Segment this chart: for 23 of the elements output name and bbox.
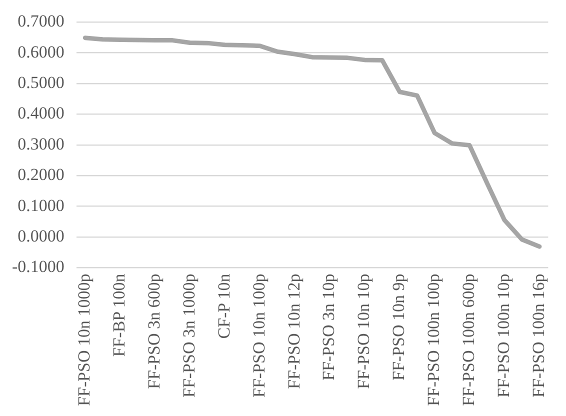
- y-tick-label: 0.5000: [18, 73, 64, 92]
- x-tick-label: FF-PSO 100n 600p: [459, 274, 478, 406]
- x-tick-label: FF-PSO 100n 100p: [424, 274, 444, 406]
- y-tick-label: 0.6000: [18, 42, 64, 62]
- y-tick-label: 0.4000: [18, 104, 64, 123]
- x-tick-label: FF-PSO 10n 10p: [354, 274, 374, 390]
- x-tick-label: CF-P 10n: [214, 273, 234, 339]
- x-tick-label: FF-PSO 10n 9p: [389, 274, 408, 381]
- x-tick-label: FF-BP 100n: [110, 273, 129, 357]
- x-tick-label: FF-PSO 100n 16p: [528, 274, 548, 398]
- x-tick-label: FF-PSO 3n 10p: [319, 274, 338, 381]
- x-tick-label: FF-PSO 100n 10p: [494, 274, 513, 398]
- y-tick-label: 0.1000: [18, 196, 64, 215]
- y-tick-label: 0.0000: [18, 226, 64, 246]
- y-tick-label: -0.1000: [12, 257, 64, 276]
- y-tick-label: 0.7000: [18, 12, 64, 31]
- y-tick-label: 0.3000: [18, 134, 64, 154]
- x-tick-label: FF-PSO 3n 600p: [144, 274, 164, 390]
- x-tick-label: FF-PSO 10n 1000p: [74, 274, 94, 406]
- x-tick-label: FF-PSO 10n 100p: [249, 274, 268, 398]
- x-tick-label: FF-PSO 3n 1000p: [179, 274, 198, 398]
- x-tick-label: FF-PSO 10n 12p: [284, 274, 304, 390]
- y-tick-label: 0.2000: [18, 165, 64, 184]
